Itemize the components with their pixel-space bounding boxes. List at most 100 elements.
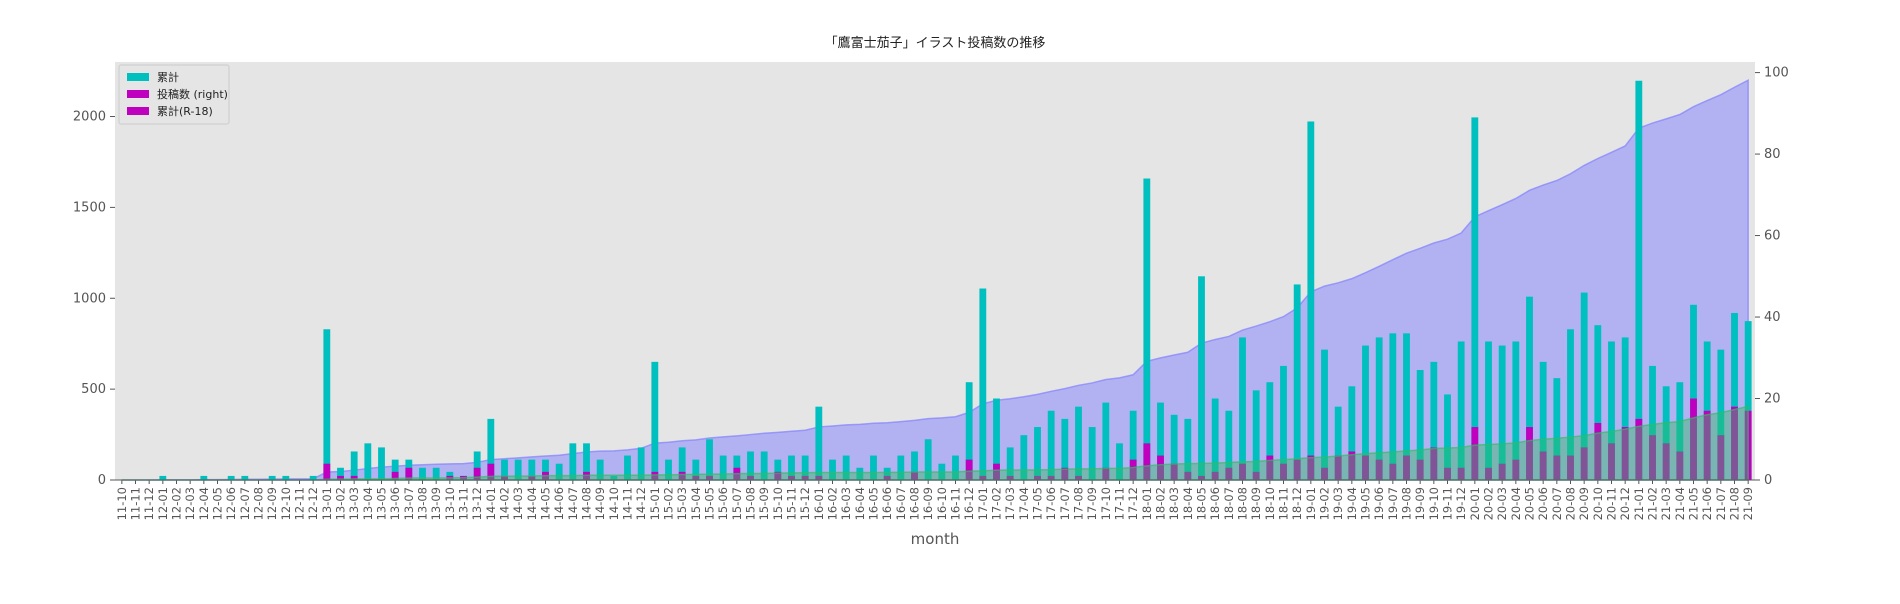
x-tick-label: 12-01 [156, 487, 170, 520]
x-tick-label: 15-06 [716, 487, 730, 520]
x-tick-label: 15-07 [730, 487, 744, 520]
bar [1703, 341, 1711, 480]
x-tick-label: 14-02 [498, 487, 512, 520]
bar [1102, 402, 1110, 480]
legend-swatch [127, 107, 149, 115]
bar [446, 471, 454, 480]
y-tick-label: 1000 [73, 291, 106, 306]
bar [1444, 394, 1451, 480]
y2-tick-label: 20 [1764, 392, 1781, 407]
chart-title: 「鷹富士茄子」イラスト投稿数の推移 [825, 35, 1046, 51]
bar [391, 471, 399, 480]
x-tick-label: 19-09 [1413, 487, 1427, 520]
bar [227, 475, 235, 480]
x-tick-label: 14-05 [539, 487, 553, 520]
bar [979, 475, 987, 480]
bar [1198, 276, 1205, 480]
bar [1034, 475, 1041, 480]
x-tick-label: 15-12 [798, 487, 812, 520]
bar [911, 471, 918, 480]
bar [1731, 312, 1738, 480]
x-tick-label: 16-09 [921, 487, 935, 520]
x-tick-label: 17-03 [1003, 487, 1017, 520]
x-tick-label: 20-09 [1577, 487, 1591, 520]
bar [1225, 467, 1233, 480]
bar [1362, 345, 1369, 480]
x-tick-label: 21-06 [1700, 487, 1714, 520]
x-tick-label: 16-02 [826, 487, 840, 520]
y-tick-label: 0 [98, 473, 106, 488]
bar [706, 439, 713, 480]
bar [760, 451, 768, 480]
x-tick-label: 20-01 [1468, 487, 1482, 520]
y-tick-label: 2000 [73, 110, 106, 125]
bar [1280, 365, 1287, 480]
x-tick-label: 17-09 [1085, 487, 1099, 520]
y2-tick-label: 80 [1764, 147, 1781, 162]
bar [692, 475, 700, 480]
x-tick-label: 17-04 [1017, 487, 1031, 520]
x-tick-label: 17-07 [1058, 487, 1072, 520]
bar [1717, 435, 1725, 480]
bar [337, 475, 344, 480]
x-tick-label: 21-07 [1714, 487, 1728, 520]
bar [1580, 447, 1588, 480]
x-tick-label: 13-09 [429, 487, 443, 520]
x-tick-label: 20-02 [1482, 487, 1496, 520]
bar [1239, 463, 1246, 480]
bar [337, 467, 344, 480]
bar [528, 475, 536, 480]
bar [1526, 296, 1533, 480]
bar [897, 455, 905, 480]
bar [1594, 325, 1602, 480]
legend-label: 累計 [157, 70, 179, 84]
x-tick-label: 20-11 [1605, 487, 1619, 520]
x-tick-label: 18-07 [1222, 487, 1236, 520]
bar [528, 459, 536, 480]
bar [1198, 475, 1205, 480]
x-tick-label: 15-05 [703, 487, 717, 520]
x-tick-label: 18-11 [1277, 487, 1291, 520]
x-tick-label: 16-04 [853, 487, 867, 520]
bar [583, 443, 590, 480]
bar [1034, 427, 1041, 480]
bar [924, 439, 932, 480]
bar [1717, 349, 1725, 480]
x-tick-label: 14-07 [566, 487, 580, 520]
bar [1621, 427, 1629, 480]
x-tick-label: 15-04 [689, 487, 703, 520]
bar [1348, 451, 1356, 480]
legend-label: 累計(R-18) [157, 104, 213, 118]
x-tick-label: 21-02 [1646, 487, 1660, 520]
bar [1389, 463, 1397, 480]
x-tick-label: 16-01 [812, 487, 826, 520]
bar [1061, 418, 1069, 480]
bar [1129, 410, 1137, 480]
bar [1334, 455, 1342, 480]
bar [1430, 447, 1438, 480]
bar [309, 475, 317, 480]
x-tick-label: 15-11 [785, 487, 799, 520]
bar [323, 329, 331, 480]
x-tick-label: 11-10 [115, 487, 129, 520]
bar [842, 455, 850, 480]
bar [569, 443, 577, 480]
x-tick-label: 16-12 [962, 487, 976, 520]
bar [637, 447, 645, 480]
bar [473, 467, 481, 480]
bar [1334, 406, 1342, 480]
bar [1321, 349, 1328, 480]
bar [1457, 467, 1465, 480]
bar [1512, 459, 1520, 480]
y2-tick-label: 60 [1764, 229, 1781, 244]
bar [1293, 459, 1301, 480]
bar [1170, 463, 1178, 480]
x-tick-label: 17-08 [1072, 487, 1086, 520]
x-tick-label: 12-12 [306, 487, 320, 520]
bar [1047, 475, 1055, 480]
bar [1621, 337, 1629, 480]
bar [1006, 447, 1014, 480]
x-tick-label: 14-08 [580, 487, 594, 520]
x-tick-label: 19-08 [1400, 487, 1414, 520]
x-tick-label: 16-11 [949, 487, 963, 520]
